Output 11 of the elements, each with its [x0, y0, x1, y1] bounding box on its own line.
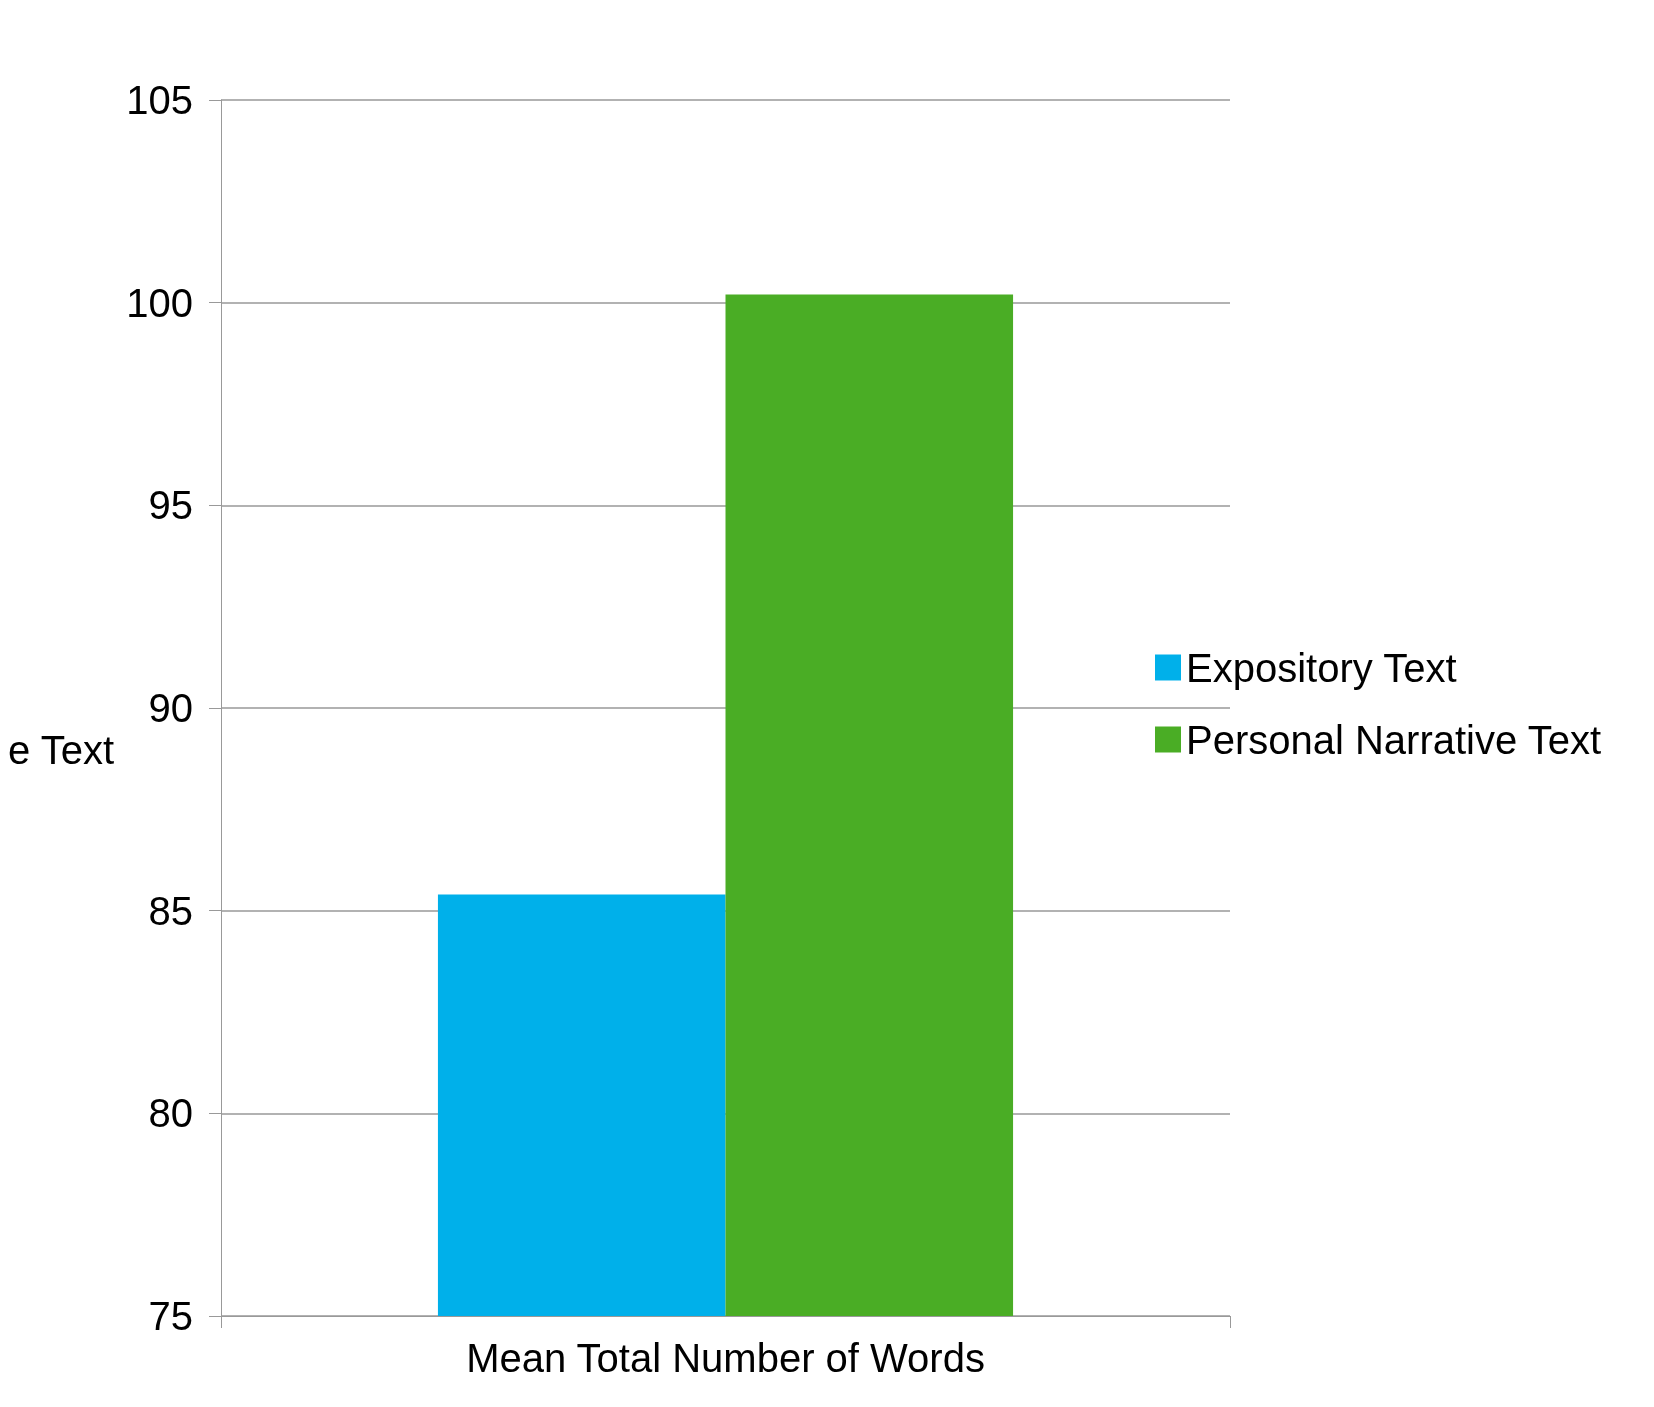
text: e Text — [8, 728, 114, 772]
y-tick-label: 80 — [148, 1091, 193, 1136]
y-tick-label: 100 — [126, 280, 193, 325]
y-tick-label: 95 — [148, 483, 193, 528]
x-tick-label: Mean Total Number of Words — [466, 1336, 985, 1380]
y-tick-label: 90 — [148, 686, 193, 730]
y-tick-label: 105 — [126, 78, 193, 122]
legend-label: Personal Narrative Text — [1186, 717, 1601, 762]
y-tick-label: 75 — [148, 1294, 193, 1338]
y-tick-label: 85 — [148, 888, 193, 933]
legend-label: Expository Text — [1186, 645, 1457, 690]
